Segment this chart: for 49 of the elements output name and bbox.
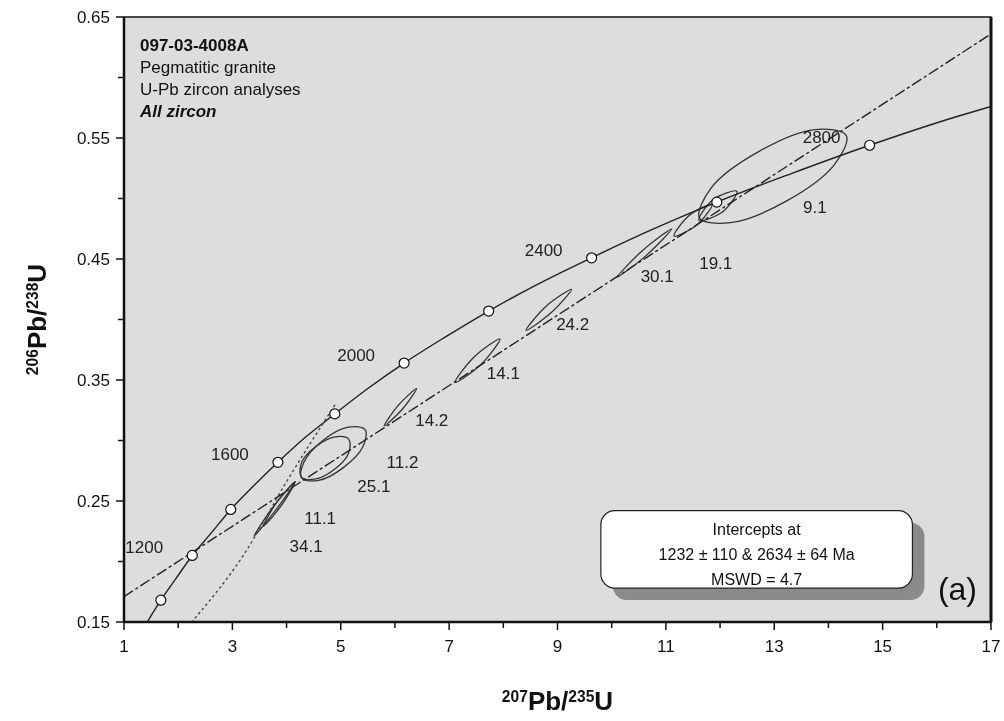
annotation: 30.1 — [640, 266, 674, 286]
y-tick-label: 0.25 — [76, 491, 110, 511]
point — [272, 456, 284, 468]
point — [329, 408, 341, 420]
annotation: 19.1 — [699, 253, 733, 273]
annotation: MSWD = 4.7 — [711, 570, 803, 588]
x-axis-title: $^{207}$Pb/$^{235}$U — [501, 686, 614, 716]
annotation: 1200 — [125, 538, 164, 558]
point — [155, 594, 167, 606]
annotation: Intercepts at — [712, 520, 802, 538]
annotation: 2800 — [802, 128, 841, 148]
x-tick-label: 9 — [552, 637, 563, 656]
annotation: 11.1 — [304, 508, 337, 528]
y-tick-label: 0.15 — [76, 612, 110, 632]
point — [864, 139, 876, 151]
annotation: 34.1 — [289, 537, 323, 557]
annotation: All zircon — [139, 102, 217, 121]
line-series — [191, 403, 337, 622]
annotation: 14.2 — [415, 410, 449, 430]
annotation: 2400 — [524, 240, 563, 260]
x-tick-label: 17 — [981, 637, 1001, 656]
annotation: 2000 — [337, 346, 376, 366]
point — [398, 357, 410, 369]
point — [225, 503, 237, 516]
point — [586, 252, 598, 264]
annotation: 1232 ± 110 & 2634 ± 64 Ma — [658, 545, 855, 563]
y-tick-label: 0.45 — [76, 249, 110, 269]
annotation: 24.2 — [556, 315, 590, 335]
x-tick-label: 7 — [444, 637, 454, 656]
annotation: (a) — [937, 571, 977, 607]
annotation: 25.1 — [357, 477, 391, 497]
point — [186, 549, 198, 562]
y-tick-label: 0.55 — [76, 128, 110, 148]
annotation: 11.2 — [386, 453, 419, 473]
annotation: 1600 — [210, 445, 249, 465]
annotation: 9.1 — [803, 197, 827, 217]
x-tick-label: 3 — [227, 637, 238, 656]
annotation: 14.1 — [486, 363, 520, 383]
x-tick-label: 13 — [764, 637, 784, 656]
point — [483, 305, 495, 317]
annotation: U-Pb zircon analyses — [140, 80, 301, 99]
x-tick-label: 1 — [119, 637, 129, 656]
y-tick-label: 0.65 — [76, 7, 110, 27]
x-tick-label: 11 — [657, 637, 675, 656]
y-tick-label: 0.35 — [76, 370, 110, 390]
text: Pegmatitic granite — [140, 58, 277, 77]
x-tick-label: 15 — [873, 637, 893, 656]
text: 097-03-4008A — [140, 36, 249, 55]
x-tick-label: 5 — [336, 637, 346, 656]
